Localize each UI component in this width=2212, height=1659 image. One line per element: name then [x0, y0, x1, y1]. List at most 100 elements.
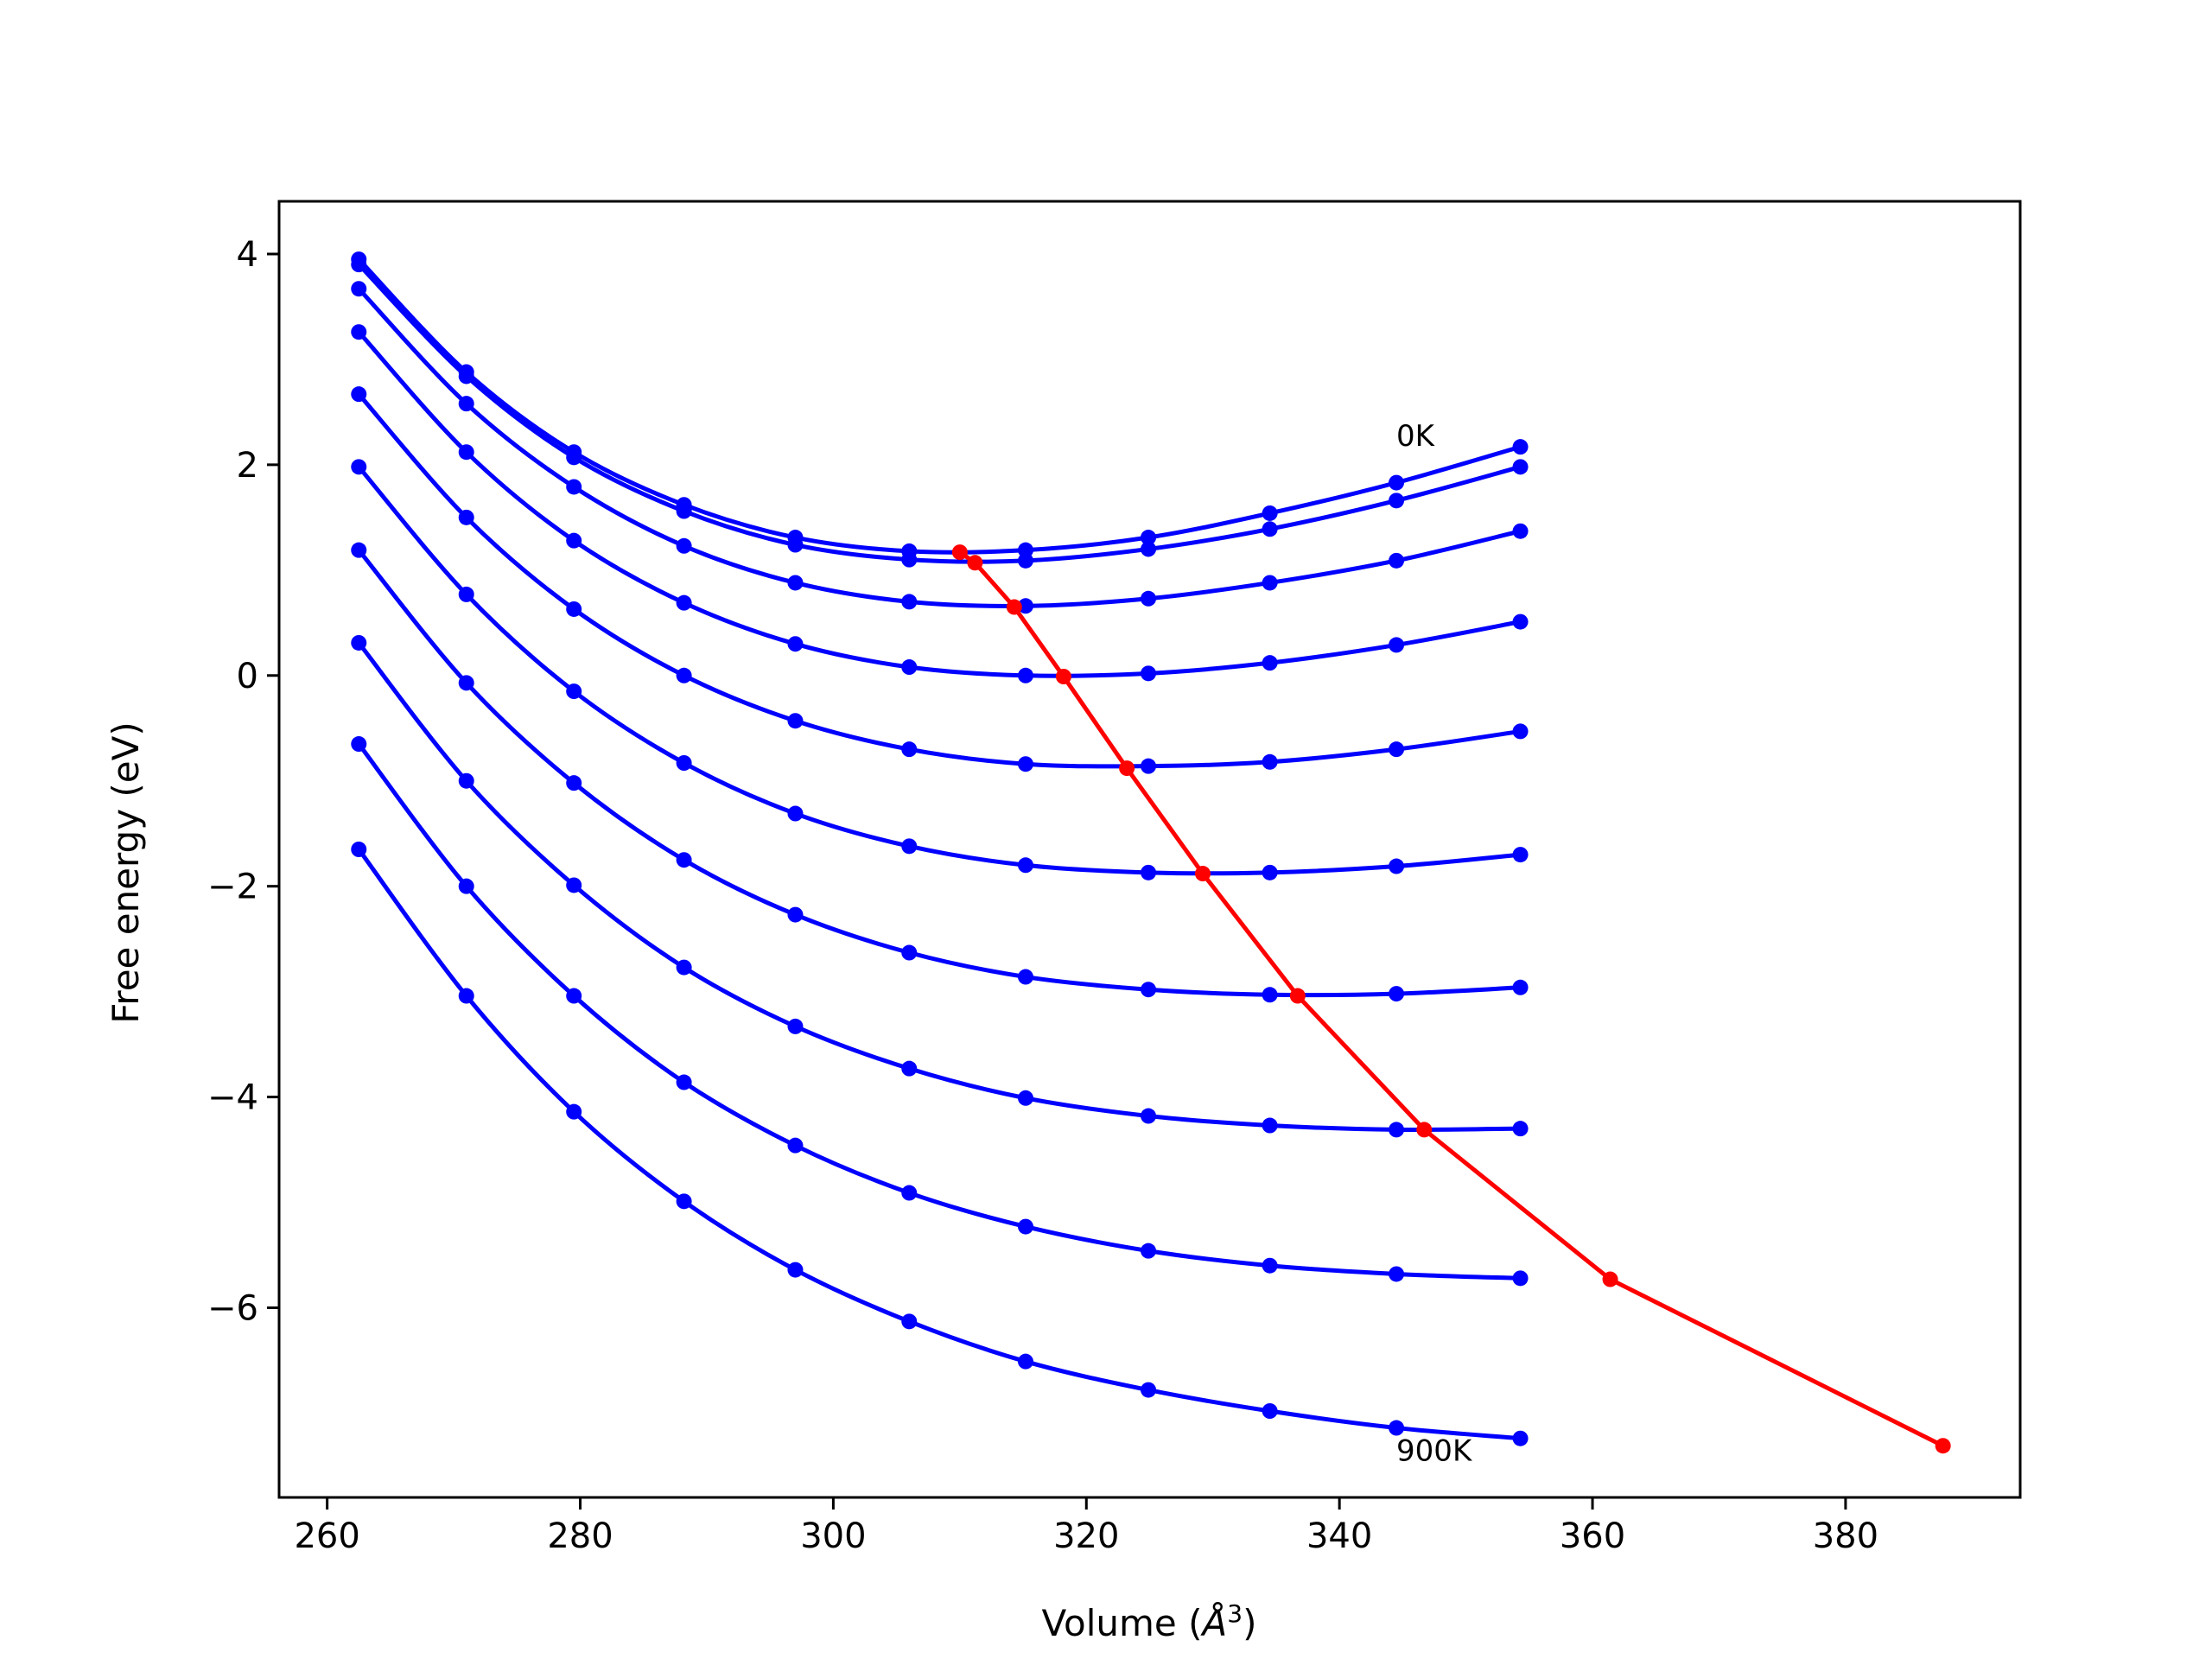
energy-data-point — [351, 386, 367, 403]
y-tick-label: 2 — [237, 446, 258, 486]
x-tick-label: 360 — [1560, 1516, 1625, 1556]
energy-data-point — [1262, 987, 1278, 1003]
x-tick-label: 340 — [1306, 1516, 1372, 1556]
energy-data-point — [458, 509, 474, 525]
temperature-annotation: 0K — [1396, 419, 1436, 454]
energy-data-point — [901, 838, 918, 855]
energy-data-point — [901, 1313, 918, 1330]
energy-data-point — [1017, 552, 1033, 569]
energy-data-point — [1389, 1122, 1405, 1138]
energy-data-point — [676, 852, 692, 868]
energy-data-point — [1262, 655, 1278, 671]
energy-data-point — [901, 944, 918, 961]
minimum-energy-line — [958, 550, 1944, 1448]
energy-data-point — [676, 667, 692, 683]
y-tick-label: −2 — [207, 868, 258, 907]
energy-data-point — [676, 503, 692, 519]
energy-data-point — [566, 877, 582, 893]
energy-data-point — [1512, 523, 1529, 539]
energy-data-point — [566, 988, 582, 1004]
x-tick-label: 280 — [547, 1516, 613, 1556]
energy-data-point — [1512, 847, 1529, 863]
energy-data-point — [1017, 1218, 1033, 1235]
energy-data-point — [458, 675, 474, 691]
energy-data-point — [787, 1018, 804, 1034]
energy-data-point — [458, 368, 474, 385]
energy-data-point — [458, 444, 474, 461]
energy-data-point — [1262, 753, 1278, 770]
energy-data-point — [787, 805, 804, 822]
energy-data-point — [787, 575, 804, 591]
energy-data-point — [1262, 521, 1278, 537]
energy-data-point — [676, 755, 692, 771]
energy-data-point — [351, 634, 367, 651]
energy-data-point — [351, 281, 367, 297]
minimum-point — [1289, 988, 1306, 1004]
minimum-point — [1055, 669, 1071, 684]
energy-data-point — [1512, 723, 1529, 740]
energy-data-point — [1141, 1382, 1157, 1398]
energy-data-point — [458, 878, 474, 894]
energy-data-point — [1512, 1430, 1529, 1446]
y-tick-label: 4 — [237, 235, 258, 275]
energy-data-point — [1389, 552, 1405, 569]
energy-data-point — [787, 1137, 804, 1154]
energy-data-point — [1389, 637, 1405, 653]
x-axis-label-text: Volume ( — [1042, 1602, 1203, 1644]
energy-data-point — [676, 959, 692, 976]
energy-data-point — [1141, 541, 1157, 557]
energy-data-point — [566, 479, 582, 495]
energy-data-point — [351, 257, 367, 273]
energy-data-point — [1017, 857, 1033, 874]
energy-data-point — [901, 1060, 918, 1077]
energy-data-point — [566, 1103, 582, 1120]
energy-data-point — [1262, 1117, 1278, 1134]
energy-data-point — [1389, 493, 1405, 509]
energy-data-point — [901, 551, 918, 568]
energy-data-point — [901, 659, 918, 676]
minimum-point — [1602, 1271, 1618, 1287]
energy-data-point — [566, 532, 582, 549]
energy-data-point — [1141, 665, 1157, 682]
energy-data-point — [1389, 858, 1405, 874]
energy-data-point — [901, 1185, 918, 1201]
x-axis-label-unit: Å — [1200, 1601, 1228, 1644]
energy-data-point — [566, 775, 582, 791]
minimum-point — [1935, 1438, 1951, 1454]
energy-data-point — [351, 736, 367, 753]
x-axis-ticks: 260 280 300 320 340 360 380 — [294, 1497, 1878, 1556]
energy-data-point — [458, 772, 474, 789]
energy-data-point — [458, 586, 474, 602]
energy-data-point — [1389, 741, 1405, 758]
energy-data-point — [1017, 969, 1033, 985]
energy-data-point — [787, 537, 804, 553]
energy-data-point — [1017, 598, 1033, 614]
x-tick-label: 320 — [1053, 1516, 1119, 1556]
energy-data-point — [787, 1262, 804, 1278]
x-tick-label: 260 — [294, 1516, 359, 1556]
energy-data-point — [351, 324, 367, 340]
energy-data-point — [1262, 575, 1278, 591]
energy-data-point — [1512, 439, 1529, 455]
energy-data-point — [676, 1074, 692, 1090]
energy-data-point — [1017, 1090, 1033, 1106]
energy-data-point — [787, 636, 804, 652]
energy-data-point — [458, 988, 474, 1004]
minimum-point — [951, 544, 968, 561]
energy-data-point — [787, 906, 804, 923]
energy-data-point — [1512, 613, 1529, 630]
y-tick-label: 0 — [237, 657, 258, 696]
energy-data-point — [1389, 1266, 1405, 1282]
energy-data-point — [1389, 1420, 1405, 1436]
minimum-point — [1195, 866, 1211, 882]
y-axis-ticks: 4 2 0 −2 −4 −6 — [207, 235, 279, 1328]
energy-data-point — [1512, 979, 1529, 995]
energy-data-point — [676, 1193, 692, 1210]
energy-data-point — [1389, 474, 1405, 491]
energy-data-point — [1141, 590, 1157, 607]
energy-data-point — [787, 713, 804, 729]
energy-data-point — [901, 594, 918, 610]
energy-data-point — [1017, 667, 1033, 683]
energy-data-point — [1512, 459, 1529, 475]
